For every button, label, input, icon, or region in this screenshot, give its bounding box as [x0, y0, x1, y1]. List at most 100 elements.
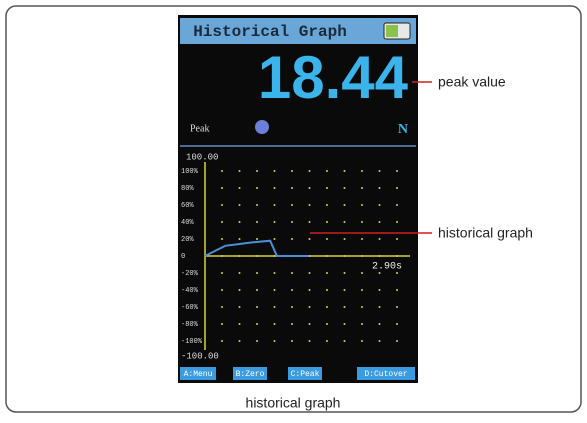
- grid-dot: [291, 272, 293, 274]
- grid-dot: [379, 170, 381, 172]
- peak-value: 18.44: [258, 44, 409, 111]
- y-label: 80%: [181, 185, 194, 193]
- grid-dot: [379, 187, 381, 189]
- grid-dot: [379, 323, 381, 325]
- grid-dot: [326, 204, 328, 206]
- grid-dot: [239, 323, 241, 325]
- grid-dot: [361, 221, 363, 223]
- figure: Historical Graph 18.44 Peak N 100.00 -10…: [0, 0, 587, 418]
- caption: historical graph: [246, 395, 341, 411]
- grid-dot: [396, 289, 398, 291]
- grid-dot: [379, 204, 381, 206]
- y-label: 40%: [181, 219, 194, 227]
- grid-dot: [309, 323, 311, 325]
- y-label: -20%: [181, 270, 199, 278]
- grid-dot: [309, 340, 311, 342]
- grid-dot: [396, 221, 398, 223]
- grid-dot: [344, 170, 346, 172]
- grid-dot: [344, 238, 346, 240]
- grid-dot: [274, 323, 276, 325]
- grid-dot: [309, 170, 311, 172]
- grid-dot: [221, 272, 223, 274]
- grid-dot: [256, 323, 258, 325]
- grid-dot: [326, 323, 328, 325]
- grid-dot: [379, 289, 381, 291]
- grid-dot: [309, 221, 311, 223]
- grid-dot: [309, 272, 311, 274]
- graph-end-label: 2.90s: [372, 262, 402, 273]
- y-label: -40%: [181, 287, 199, 295]
- grid-dot: [361, 187, 363, 189]
- grid-dot: [379, 238, 381, 240]
- grid-dot: [361, 306, 363, 308]
- grid-dot: [309, 204, 311, 206]
- grid-dot: [326, 340, 328, 342]
- peak-label: Peak: [190, 123, 209, 134]
- grid-dot: [221, 170, 223, 172]
- grid-dot: [396, 306, 398, 308]
- button-label: B:Zero: [236, 370, 265, 379]
- grid-dot: [239, 170, 241, 172]
- header-title: Historical Graph: [193, 23, 347, 41]
- grid-dot: [256, 187, 258, 189]
- grid-dot: [256, 340, 258, 342]
- grid-dot: [291, 187, 293, 189]
- button-label: C:Peak: [291, 370, 320, 379]
- grid-dot: [239, 289, 241, 291]
- grid-dot: [274, 170, 276, 172]
- grid-dot: [274, 289, 276, 291]
- annotation-graph: historical graph: [438, 225, 533, 241]
- annotation-peak: peak value: [438, 74, 506, 90]
- grid-dot: [256, 306, 258, 308]
- y-label: 100%: [181, 168, 199, 176]
- grid-dot: [361, 170, 363, 172]
- grid-dot: [309, 306, 311, 308]
- grid-dot: [396, 238, 398, 240]
- grid-dot: [344, 204, 346, 206]
- grid-dot: [274, 238, 276, 240]
- grid-dot: [274, 272, 276, 274]
- grid-dot: [361, 340, 363, 342]
- peak-unit: N: [398, 122, 408, 137]
- grid-dot: [291, 238, 293, 240]
- grid-dot: [326, 306, 328, 308]
- y-label: 20%: [181, 236, 194, 244]
- grid-dot: [221, 306, 223, 308]
- grid-dot: [239, 306, 241, 308]
- grid-dot: [239, 238, 241, 240]
- grid-dot: [291, 170, 293, 172]
- grid-dot: [221, 323, 223, 325]
- button-label: A:Menu: [184, 370, 213, 379]
- grid-dot: [309, 187, 311, 189]
- grid-dot: [326, 238, 328, 240]
- grid-dot: [274, 204, 276, 206]
- grid-dot: [379, 306, 381, 308]
- button-label: D:Cutover: [364, 370, 407, 379]
- battery-level: [386, 25, 398, 37]
- grid-dot: [379, 221, 381, 223]
- graph-bottom-label: -100.00: [181, 351, 219, 361]
- grid-dot: [221, 238, 223, 240]
- grid-dot: [396, 340, 398, 342]
- grid-dot: [256, 289, 258, 291]
- grid-dot: [344, 323, 346, 325]
- grid-dot: [274, 340, 276, 342]
- grid-dot: [396, 170, 398, 172]
- grid-dot: [396, 187, 398, 189]
- grid-dot: [221, 187, 223, 189]
- grid-dot: [326, 289, 328, 291]
- icon: [255, 120, 269, 134]
- grid-dot: [326, 170, 328, 172]
- y-label: 0: [181, 253, 185, 261]
- grid-dot: [256, 170, 258, 172]
- grid-dot: [221, 204, 223, 206]
- grid-dot: [361, 289, 363, 291]
- grid-dot: [344, 187, 346, 189]
- grid-dot: [291, 221, 293, 223]
- grid-dot: [291, 306, 293, 308]
- grid-dot: [344, 306, 346, 308]
- grid-dot: [274, 221, 276, 223]
- grid-dot: [361, 323, 363, 325]
- grid-dot: [221, 289, 223, 291]
- y-label: -100%: [181, 338, 203, 346]
